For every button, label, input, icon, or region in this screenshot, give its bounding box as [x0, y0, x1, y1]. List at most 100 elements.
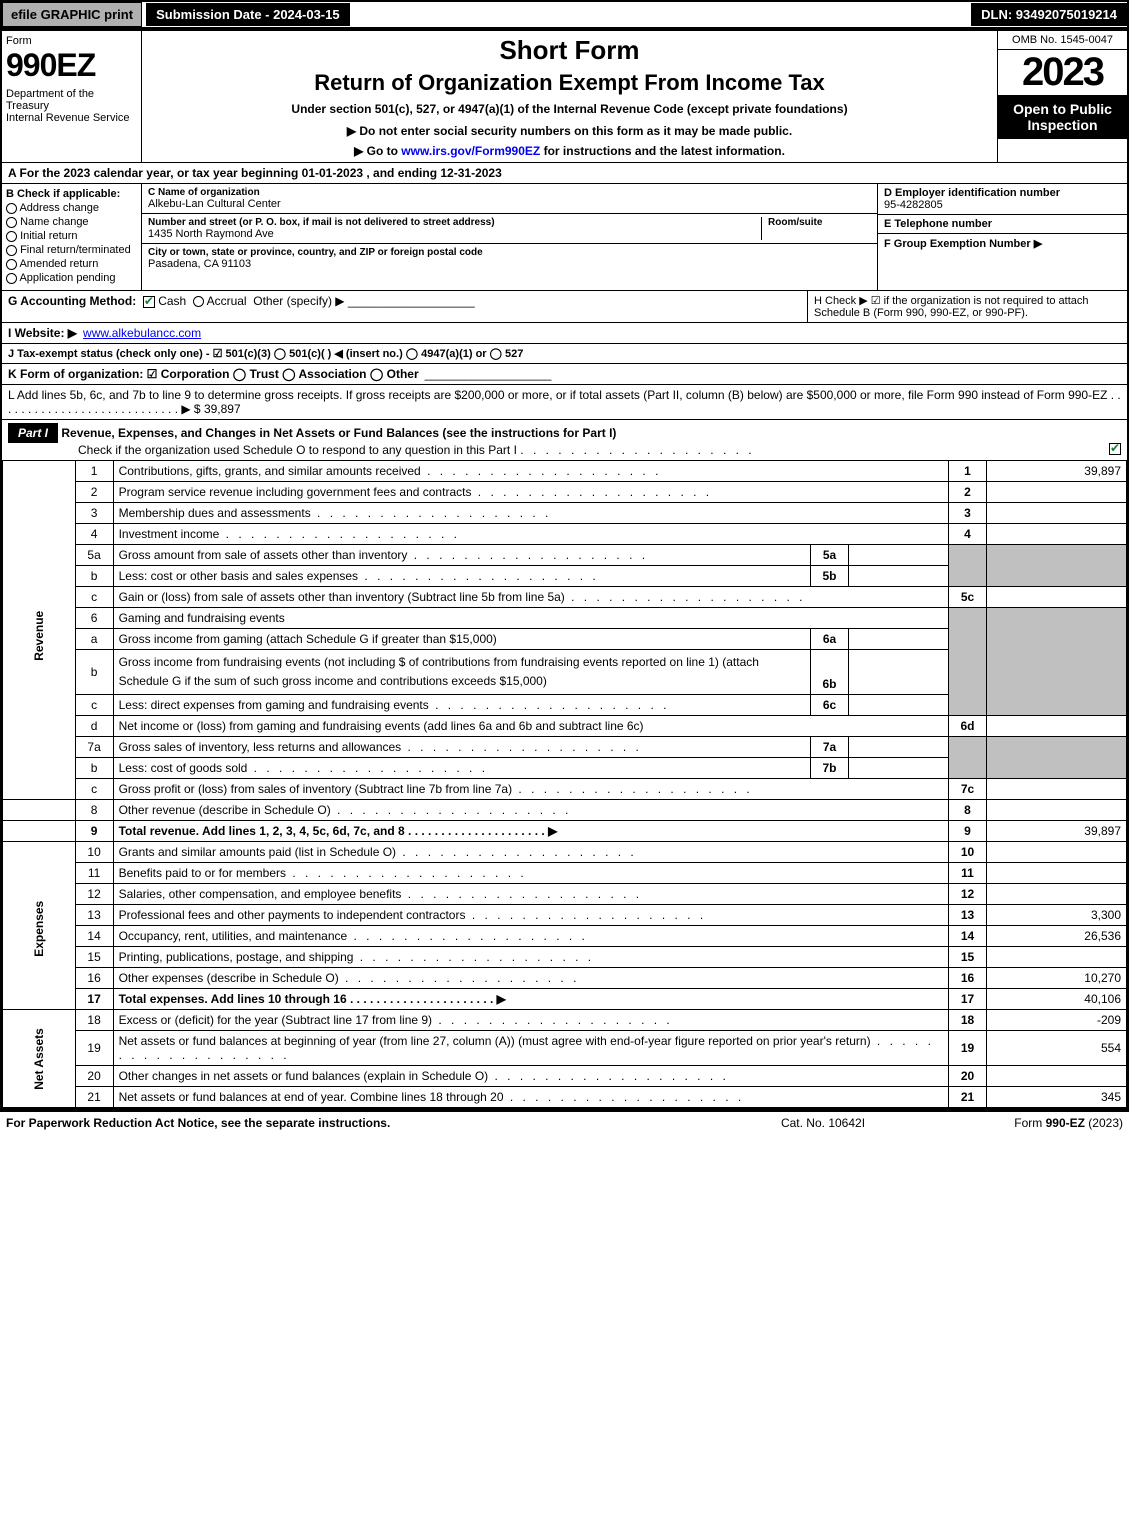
under-section: Under section 501(c), 527, or 4947(a)(1)…	[146, 102, 993, 116]
irs-link[interactable]: www.irs.gov/Form990EZ	[401, 144, 540, 158]
ln14-amt: 26,536	[987, 926, 1127, 947]
ln13-t: Professional fees and other payments to …	[119, 908, 466, 922]
header-left: Form 990EZ Department of the Treasury In…	[2, 31, 142, 162]
ln7b-t: Less: cost of goods sold	[119, 761, 248, 775]
k-text: K Form of organization: ☑ Corporation ◯ …	[8, 367, 419, 381]
ln6a-inner: 6a	[811, 629, 849, 650]
cb-schedule-o[interactable]	[1109, 443, 1121, 455]
ln7b-inner: 7b	[811, 758, 849, 779]
ln6b-n: b	[75, 650, 113, 695]
cb-final-return[interactable]	[6, 245, 17, 256]
short-form-title: Short Form	[146, 35, 993, 66]
ln20-amt	[987, 1066, 1127, 1087]
ln1-n: 1	[75, 461, 113, 482]
ln19-amt: 554	[987, 1031, 1127, 1066]
org-address: 1435 North Raymond Ave	[148, 228, 761, 240]
ln7c-n: c	[75, 779, 113, 800]
ln8-t: Other revenue (describe in Schedule O)	[119, 803, 331, 817]
ln20-t: Other changes in net assets or fund bala…	[119, 1069, 489, 1083]
ln1-t: Contributions, gifts, grants, and simila…	[119, 464, 421, 478]
form-ref: Form 990-EZ (2023)	[923, 1116, 1123, 1130]
ln6d-t: Net income or (loss) from gaming and fun…	[113, 716, 948, 737]
form-container: Form 990EZ Department of the Treasury In…	[0, 29, 1129, 1110]
ln7a-n: 7a	[75, 737, 113, 758]
ln7c-t: Gross profit or (loss) from sales of inv…	[119, 782, 512, 796]
col-de: D Employer identification number 95-4282…	[877, 184, 1127, 290]
ln11-t: Benefits paid to or for members	[119, 866, 286, 880]
goto-note: ▶ Go to www.irs.gov/Form990EZ for instru…	[146, 144, 993, 158]
ln5c-n: c	[75, 587, 113, 608]
row-h: H Check ▶ ☑ if the organization is not r…	[807, 291, 1127, 322]
ln18-n: 18	[75, 1010, 113, 1031]
form-number: 990EZ	[6, 47, 137, 84]
ln6c-inner: 6c	[811, 695, 849, 716]
part1-sub: Check if the organization used Schedule …	[78, 443, 517, 457]
ln12-amt	[987, 884, 1127, 905]
ln4-n: 4	[75, 524, 113, 545]
ln6d-n: d	[75, 716, 113, 737]
room-label: Room/suite	[768, 217, 871, 228]
lbl-initial-return: Initial return	[20, 230, 77, 242]
ln13-n: 13	[75, 905, 113, 926]
ln5c-t: Gain or (loss) from sale of assets other…	[119, 590, 565, 604]
lbl-address-change: Address change	[19, 202, 99, 214]
ln10-amt	[987, 842, 1127, 863]
ln6d-num: 6d	[949, 716, 987, 737]
ln11-amt	[987, 863, 1127, 884]
ln5b-n: b	[75, 566, 113, 587]
header-center: Short Form Return of Organization Exempt…	[142, 31, 997, 162]
ln6b-inner: 6b	[811, 650, 849, 695]
ln15-t: Printing, publications, postage, and shi…	[119, 950, 354, 964]
ln6a-t: Gross income from gaming (attach Schedul…	[113, 629, 810, 650]
ln3-t: Membership dues and assessments	[119, 506, 311, 520]
page-footer: For Paperwork Reduction Act Notice, see …	[0, 1110, 1129, 1134]
section-bcde: B Check if applicable: Address change Na…	[2, 183, 1127, 290]
city-label: City or town, state or province, country…	[148, 247, 871, 258]
lbl-final-return: Final return/terminated	[20, 244, 131, 256]
submission-date-label: Submission Date - 2024-03-15	[146, 3, 350, 26]
cb-name-change[interactable]	[6, 217, 17, 228]
netassets-section: Net Assets	[32, 1028, 46, 1090]
cb-address-change[interactable]	[6, 203, 17, 214]
cb-accrual[interactable]	[193, 296, 204, 307]
cb-initial-return[interactable]	[6, 231, 17, 242]
ln20-n: 20	[75, 1066, 113, 1087]
ln14-t: Occupancy, rent, utilities, and maintena…	[119, 929, 348, 943]
website-link[interactable]: www.alkebulancc.com	[83, 326, 201, 340]
l-amount: 39,897	[204, 402, 241, 416]
part1-header-row: Part I Revenue, Expenses, and Changes in…	[2, 419, 1127, 460]
ln1-num: 1	[949, 461, 987, 482]
ln9-t: Total revenue. Add lines 1, 2, 3, 4, 5c,…	[113, 821, 948, 842]
cb-cash[interactable]	[143, 296, 155, 308]
g-label: G Accounting Method:	[8, 294, 136, 308]
form-word: Form	[6, 35, 137, 47]
paperwork-notice: For Paperwork Reduction Act Notice, see …	[6, 1116, 723, 1130]
efile-print-button[interactable]: efile GRAPHIC print	[2, 2, 142, 27]
row-gh: G Accounting Method: Cash Accrual Other …	[2, 290, 1127, 322]
revenue-section: Revenue	[32, 599, 46, 661]
cat-no: Cat. No. 10642I	[723, 1116, 923, 1130]
ln7a-t: Gross sales of inventory, less returns a…	[119, 740, 402, 754]
cb-application-pending[interactable]	[6, 273, 17, 284]
ln19-n: 19	[75, 1031, 113, 1066]
l-text: L Add lines 5b, 6c, and 7b to line 9 to …	[8, 388, 1121, 416]
ln16-amt: 10,270	[987, 968, 1127, 989]
ln2-t: Program service revenue including govern…	[119, 485, 472, 499]
group-exempt-label: F Group Exemption Number ▶	[884, 237, 1121, 250]
ln16-t: Other expenses (describe in Schedule O)	[119, 971, 339, 985]
row-i-website: I Website: ▶ www.alkebulancc.com	[2, 322, 1127, 343]
top-bar: efile GRAPHIC print Submission Date - 20…	[0, 0, 1129, 29]
cb-amended-return[interactable]	[6, 259, 17, 270]
expenses-section: Expenses	[32, 895, 46, 957]
ln5a-t: Gross amount from sale of assets other t…	[119, 548, 408, 562]
ln12-t: Salaries, other compensation, and employ…	[119, 887, 402, 901]
ln7a-inner: 7a	[811, 737, 849, 758]
ssn-note: ▶ Do not enter social security numbers o…	[146, 124, 993, 138]
ln13-amt: 3,300	[987, 905, 1127, 926]
row-k-org-form: K Form of organization: ☑ Corporation ◯ …	[2, 363, 1127, 384]
ln2-amt	[987, 482, 1127, 503]
ln10-t: Grants and similar amounts paid (list in…	[119, 845, 396, 859]
header-right: OMB No. 1545-0047 2023 Open to Public In…	[997, 31, 1127, 162]
ln9-n: 9	[75, 821, 113, 842]
org-name: Alkebu-Lan Cultural Center	[148, 198, 871, 210]
